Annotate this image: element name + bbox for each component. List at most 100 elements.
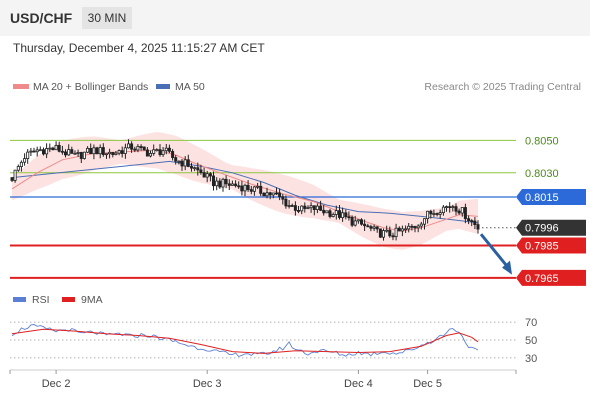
legend-rsi-label: RSI bbox=[32, 294, 50, 306]
candle-body bbox=[180, 160, 184, 167]
candle bbox=[230, 180, 234, 186]
candle-body bbox=[278, 192, 282, 198]
candle-body bbox=[98, 147, 102, 155]
candle bbox=[441, 205, 445, 216]
candle bbox=[385, 225, 389, 233]
candle-body bbox=[451, 206, 455, 209]
candle bbox=[470, 219, 474, 227]
candle-body bbox=[164, 147, 168, 152]
candle-body bbox=[67, 149, 71, 156]
candle bbox=[108, 148, 112, 159]
candle-body bbox=[315, 205, 319, 211]
candle-body bbox=[256, 185, 260, 188]
candle bbox=[274, 187, 278, 195]
candle-body bbox=[202, 172, 206, 178]
candle bbox=[454, 203, 458, 216]
candle bbox=[205, 170, 209, 183]
candle bbox=[161, 147, 165, 157]
candle-body bbox=[199, 169, 203, 173]
candle-body bbox=[230, 183, 234, 186]
candle bbox=[309, 202, 313, 213]
candle-body bbox=[441, 206, 445, 214]
candle bbox=[92, 144, 96, 160]
candle-body bbox=[13, 169, 17, 181]
candle-body bbox=[271, 192, 275, 196]
candle-body bbox=[120, 150, 124, 155]
credit-text: Research © 2025 Trading Central bbox=[424, 81, 581, 93]
level-label-1: 0.8030 bbox=[525, 168, 559, 180]
candle bbox=[429, 209, 433, 219]
candle bbox=[341, 207, 345, 222]
candle bbox=[284, 195, 288, 209]
candle-body bbox=[432, 213, 436, 215]
rsi-line bbox=[11, 324, 479, 358]
candle bbox=[111, 151, 115, 158]
candle-body bbox=[448, 206, 452, 209]
candle-body bbox=[341, 212, 345, 219]
timeframe-badge[interactable]: 30 MIN bbox=[82, 7, 132, 29]
candle bbox=[422, 218, 426, 230]
candle bbox=[249, 185, 253, 195]
candle-body bbox=[400, 228, 404, 232]
candle-body bbox=[394, 227, 398, 237]
candle bbox=[148, 150, 152, 158]
candle-body bbox=[344, 212, 348, 218]
candle bbox=[319, 200, 323, 211]
candle-body bbox=[45, 148, 49, 155]
candle bbox=[303, 202, 307, 213]
candle-body bbox=[391, 235, 395, 238]
candle-body bbox=[215, 180, 219, 187]
rsi-ma-line bbox=[11, 328, 479, 354]
candle-body bbox=[51, 147, 55, 151]
level-label-2: 0.8015 bbox=[525, 192, 559, 204]
candle-body bbox=[363, 223, 367, 227]
legend-9ma-label: 9MA bbox=[81, 294, 103, 306]
candle bbox=[448, 202, 452, 213]
candle bbox=[334, 205, 338, 220]
candle bbox=[457, 208, 461, 215]
candle bbox=[199, 164, 203, 175]
x-tick-label-2: Dec 4 bbox=[344, 378, 373, 390]
candle-body bbox=[117, 150, 121, 154]
candle bbox=[243, 183, 247, 197]
x-tick-label-0: Dec 2 bbox=[42, 378, 71, 390]
candle bbox=[114, 150, 118, 156]
candle-body bbox=[422, 218, 426, 225]
candle bbox=[278, 188, 282, 201]
candle-body bbox=[296, 209, 300, 212]
candle-body bbox=[16, 166, 20, 171]
candle-body bbox=[114, 152, 118, 155]
candle-body bbox=[38, 149, 42, 152]
candle-body bbox=[108, 151, 112, 155]
candle bbox=[48, 143, 52, 153]
timestamp: Thursday, December 4, 2025 11:15:27 AM C… bbox=[13, 41, 265, 55]
legend-ma50-label: MA 50 bbox=[175, 81, 205, 93]
rsi-tick-label-2: 30 bbox=[525, 353, 537, 365]
candle bbox=[202, 167, 206, 178]
candle bbox=[51, 146, 55, 151]
candle-body bbox=[303, 205, 307, 209]
candle-body bbox=[196, 167, 200, 171]
candle bbox=[193, 166, 197, 172]
candle-body bbox=[259, 185, 263, 194]
level-label-4: 0.7985 bbox=[525, 241, 559, 253]
candle-body bbox=[385, 229, 389, 232]
legend-ma20-label: MA 20 + Bollinger Bands bbox=[33, 81, 148, 93]
candle bbox=[306, 205, 310, 210]
candle bbox=[105, 153, 109, 159]
candle bbox=[10, 177, 14, 182]
candle-body bbox=[86, 147, 90, 153]
candle-body bbox=[193, 167, 197, 170]
level-label-5: 0.7965 bbox=[525, 273, 559, 285]
candle bbox=[391, 232, 395, 241]
candle-body bbox=[350, 216, 354, 226]
candle-body bbox=[359, 219, 363, 225]
candle bbox=[120, 146, 124, 158]
candle bbox=[67, 144, 71, 156]
candle bbox=[73, 150, 77, 155]
candle-body bbox=[293, 205, 297, 211]
legend-ma50-swatch bbox=[156, 84, 170, 89]
candle bbox=[82, 151, 86, 160]
candle bbox=[240, 180, 244, 196]
candle-body bbox=[413, 226, 417, 229]
